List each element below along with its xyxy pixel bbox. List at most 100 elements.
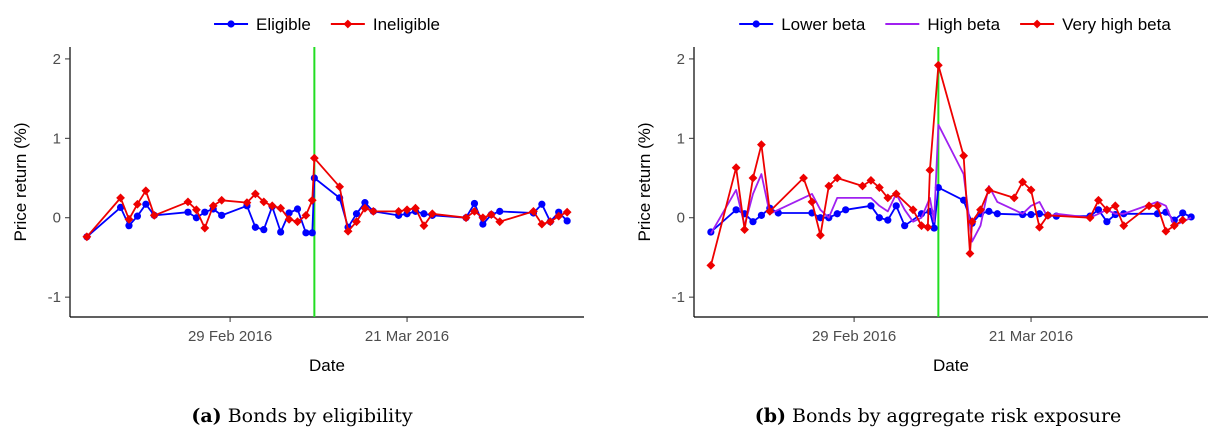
- data-point: [1009, 193, 1019, 203]
- data-point: [1103, 218, 1111, 226]
- data-point: [402, 205, 412, 215]
- data-point: [420, 210, 428, 218]
- data-point: [284, 214, 294, 224]
- data-point: [1026, 185, 1036, 195]
- data-point: [309, 153, 319, 163]
- data-point: [260, 226, 268, 234]
- data-point: [1119, 221, 1129, 231]
- caption-text: Bonds by aggregate risk exposure: [792, 405, 1121, 427]
- data-point: [218, 211, 226, 219]
- data-point: [824, 181, 834, 191]
- data-point: [368, 206, 378, 216]
- data-point: [545, 217, 555, 227]
- data-point: [133, 199, 142, 209]
- series-line: [86, 177, 568, 238]
- legend-label: Ineligible: [373, 15, 440, 34]
- data-point: [537, 219, 547, 229]
- data-point: [411, 203, 420, 213]
- data-point: [285, 209, 293, 217]
- data-point: [479, 220, 487, 228]
- data-point: [394, 206, 404, 216]
- data-point: [842, 206, 850, 214]
- data-point: [259, 197, 269, 207]
- panel-a: -1 0 1 2 29 Feb 2016 21 Mar 2016 Date Price ret…: [11, 15, 584, 427]
- legend-swatch-marker: [227, 20, 235, 28]
- data-point: [563, 217, 571, 225]
- data-point: [749, 218, 757, 226]
- series-line: [86, 157, 568, 238]
- data-point: [1179, 209, 1187, 217]
- data-point: [250, 189, 260, 199]
- data-point: [267, 201, 277, 211]
- data-point: [1043, 210, 1053, 220]
- data-point: [883, 193, 893, 203]
- data-point: [486, 210, 496, 219]
- data-point: [343, 226, 353, 236]
- y-axis-title: Price return (%): [635, 122, 654, 241]
- data-point: [554, 211, 564, 221]
- data-point: [799, 173, 808, 183]
- data-point: [807, 197, 817, 207]
- data-point: [1144, 201, 1154, 211]
- data-point: [757, 140, 766, 150]
- data-point: [302, 229, 310, 237]
- y-tick-label: -1: [48, 289, 61, 306]
- legend-item-eligible: Eligible: [214, 15, 311, 34]
- data-point: [1161, 226, 1171, 236]
- data-point: [352, 210, 361, 218]
- legend-swatch-marker: [1032, 19, 1042, 29]
- data-point: [908, 205, 918, 215]
- data-point: [976, 205, 985, 215]
- data-point: [1094, 206, 1103, 214]
- data-point: [748, 173, 758, 183]
- data-point: [917, 221, 926, 231]
- data-point: [277, 228, 285, 236]
- data-point: [562, 207, 572, 217]
- data-point: [732, 206, 740, 214]
- data-point: [301, 210, 311, 220]
- data-point: [141, 186, 151, 196]
- data-point: [1035, 222, 1044, 232]
- series-eligible: [83, 174, 571, 241]
- legend: Lower beta High beta Very high beta: [739, 15, 1171, 34]
- data-point: [200, 223, 210, 233]
- data-point: [965, 249, 975, 258]
- data-point: [419, 221, 429, 231]
- data-point: [335, 182, 345, 192]
- y-tick-label: 1: [53, 130, 61, 147]
- data-point: [923, 222, 933, 232]
- data-point: [470, 206, 479, 216]
- series-line: [710, 186, 1192, 233]
- legend-swatch-marker: [343, 19, 353, 29]
- series-ineligible: [82, 153, 572, 242]
- caption: (a) Bonds by eligibility: [191, 405, 413, 427]
- data-point: [116, 193, 125, 203]
- data-point: [361, 199, 369, 207]
- y-tick-label: 0: [53, 210, 61, 227]
- data-point: [731, 163, 741, 173]
- data-point: [892, 202, 900, 210]
- legend-label: Very high beta: [1062, 15, 1171, 34]
- data-point: [242, 198, 252, 208]
- x-tick-label: 21 Mar 2016: [989, 328, 1073, 345]
- data-point: [984, 185, 994, 195]
- data-point: [757, 211, 766, 219]
- data-point: [925, 165, 935, 175]
- data-point: [149, 210, 159, 220]
- legend-item-high-beta: High beta: [885, 15, 1001, 34]
- legend-label: High beta: [927, 15, 1000, 34]
- x-tick-label: 21 Mar 2016: [365, 328, 449, 345]
- data-point: [276, 203, 286, 213]
- data-point: [930, 224, 938, 232]
- data-point: [125, 222, 133, 230]
- data-point: [967, 217, 977, 227]
- data-point: [538, 200, 546, 208]
- caption-label: (a): [191, 405, 221, 427]
- data-point: [858, 181, 867, 191]
- series-very-high-beta: [706, 60, 1188, 270]
- x-axis-title: Date: [933, 356, 969, 375]
- data-point: [208, 201, 218, 211]
- data-point: [293, 205, 302, 213]
- caption-text: Bonds by eligibility: [228, 405, 413, 427]
